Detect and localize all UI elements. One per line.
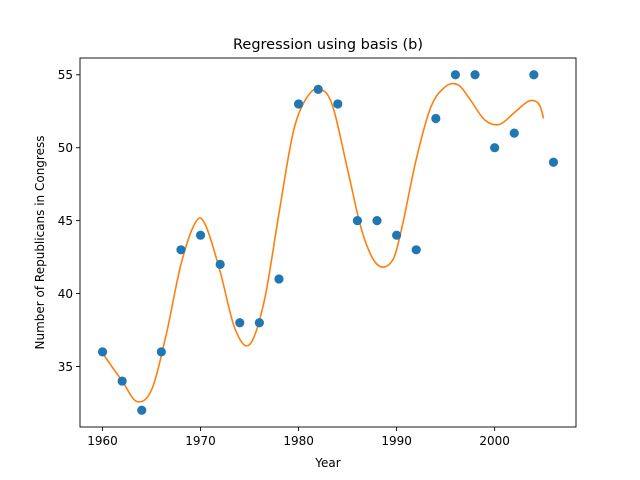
data-point	[470, 70, 480, 80]
x-axis-label: Year	[314, 456, 340, 470]
data-point	[352, 216, 363, 226]
y-tick-label: 50	[58, 141, 73, 155]
plot-layer	[97, 70, 559, 415]
data-point	[529, 70, 539, 80]
data-point	[509, 128, 519, 138]
data-point	[548, 157, 559, 167]
axes-frame	[79, 57, 577, 428]
data-point	[117, 376, 127, 386]
y-tick-label: 40	[58, 287, 73, 301]
data-point	[411, 245, 421, 255]
data-point	[431, 113, 441, 124]
x-tick-label: 1970	[185, 434, 216, 448]
y-axis-label: Number of Republicans in Congress	[33, 136, 47, 350]
y-tick-label: 55	[58, 68, 73, 82]
y-tick-label: 45	[58, 214, 73, 228]
data-point	[313, 84, 323, 94]
data-point	[137, 405, 147, 415]
y-tick-label: 35	[58, 360, 73, 374]
chart-title: Regression using basis (b)	[233, 37, 423, 53]
x-tick-label: 1960	[87, 434, 118, 448]
data-point	[392, 230, 402, 240]
data-point	[293, 99, 304, 109]
data-point	[450, 70, 461, 80]
data-point	[156, 347, 166, 357]
tick-layer: 1960 1970 1980 1990 2000 35 40 45 50 55	[58, 68, 510, 448]
data-point	[215, 259, 225, 269]
x-tick-label: 2000	[479, 434, 510, 448]
x-tick-label: 1980	[283, 434, 314, 448]
data-point	[372, 216, 382, 226]
data-point	[274, 274, 284, 284]
data-point	[176, 245, 186, 255]
data-point	[235, 318, 245, 328]
data-point	[97, 347, 108, 357]
data-point	[490, 143, 500, 153]
data-point	[254, 318, 264, 328]
data-point	[333, 99, 343, 109]
x-tick-label: 1990	[381, 434, 412, 448]
data-point	[195, 230, 206, 240]
regression-curve	[101, 82, 545, 403]
